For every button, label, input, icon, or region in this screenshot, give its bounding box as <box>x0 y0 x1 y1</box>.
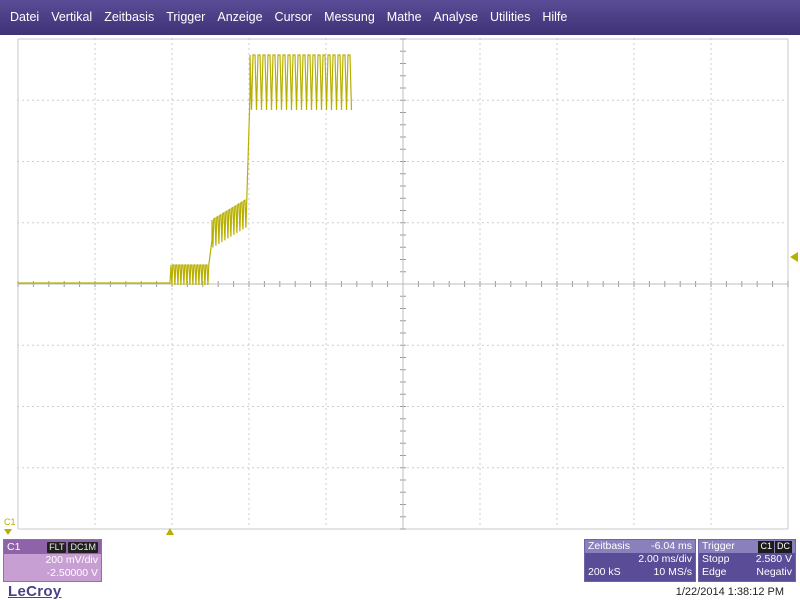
coupling-tag-dc1m: DC1M <box>68 541 98 553</box>
trigger-header: Trigger C1 DC <box>699 540 795 553</box>
timebase-samples: 200 kS <box>588 566 621 578</box>
trigger-source-badge: C1 DC <box>758 540 792 553</box>
trigger-position-marker[interactable] <box>166 528 174 535</box>
waveform-grid: C1 <box>4 38 798 535</box>
menu-trigger[interactable]: Trigger <box>166 10 206 24</box>
trigger-level-marker[interactable] <box>790 252 798 262</box>
menu-messung[interactable]: Messung <box>324 10 375 24</box>
timebase-delay: -6.04 ms <box>651 540 692 552</box>
trigger-level: 2.580 V <box>755 553 792 565</box>
timebase-header: Zeitbasis -6.04 ms <box>585 540 695 553</box>
timebase-scale: 2.00 ms/div <box>638 553 692 565</box>
timebase-title: Zeitbasis <box>588 540 631 552</box>
timebase-rate: 10 MS/s <box>653 566 692 578</box>
coupling-tag-flt: FLT <box>47 541 67 553</box>
trigger-title: Trigger <box>702 540 735 552</box>
menu-vertikal[interactable]: Vertikal <box>51 10 93 24</box>
channel-1-panel[interactable]: C1 FLT DC1M 200 mV/div -2.50000 V <box>3 539 102 582</box>
timebase-sample-row: 200 kS 10 MS/s <box>585 566 695 579</box>
menu-datei[interactable]: Datei <box>10 10 40 24</box>
channel-1-offset: -2.50000 V <box>46 567 98 579</box>
menu-mathe[interactable]: Mathe <box>386 10 422 24</box>
trigger-mode-row: Stopp 2.580 V <box>699 553 795 566</box>
menu-utilities[interactable]: Utilities <box>490 10 531 24</box>
trigger-source: C1 <box>758 541 774 553</box>
channel-1-header: C1 FLT DC1M <box>4 540 101 554</box>
channel-1-trace <box>18 54 353 286</box>
timestamp: 1/22/2014 1:38:12 PM <box>675 586 784 598</box>
menu-anzeige[interactable]: Anzeige <box>217 10 263 24</box>
trigger-type-row: Edge Negativ <box>699 566 795 579</box>
channel-1-name: C1 <box>7 541 21 553</box>
trigger-mode: Stopp <box>702 553 730 565</box>
menu-cursor[interactable]: Cursor <box>274 10 313 24</box>
menu-hilfe[interactable]: Hilfe <box>542 10 568 24</box>
channel-1-scale: 200 mV/div <box>45 554 98 566</box>
trigger-coupling: DC <box>775 541 792 553</box>
timebase-scale-row: 2.00 ms/div <box>585 553 695 566</box>
menu-analyse[interactable]: Analyse <box>433 10 479 24</box>
timebase-panel[interactable]: Zeitbasis -6.04 ms 2.00 ms/div 200 kS 10… <box>584 539 696 582</box>
brand-logo: LeCroy <box>8 583 62 600</box>
waveform-display[interactable]: C1 <box>0 35 800 538</box>
trigger-slope: Negativ <box>756 566 792 578</box>
trigger-type: Edge <box>702 566 727 578</box>
menu-bar: Datei Vertikal Zeitbasis Trigger Anzeige… <box>0 0 800 35</box>
channel-1-marker-label: C1 <box>4 517 16 527</box>
channel-1-ground-marker[interactable]: C1 <box>4 517 16 535</box>
graticule <box>17 38 789 530</box>
menu-zeitbasis[interactable]: Zeitbasis <box>104 10 155 24</box>
trigger-panel[interactable]: Trigger C1 DC Stopp 2.580 V Edge Negativ <box>698 539 796 582</box>
